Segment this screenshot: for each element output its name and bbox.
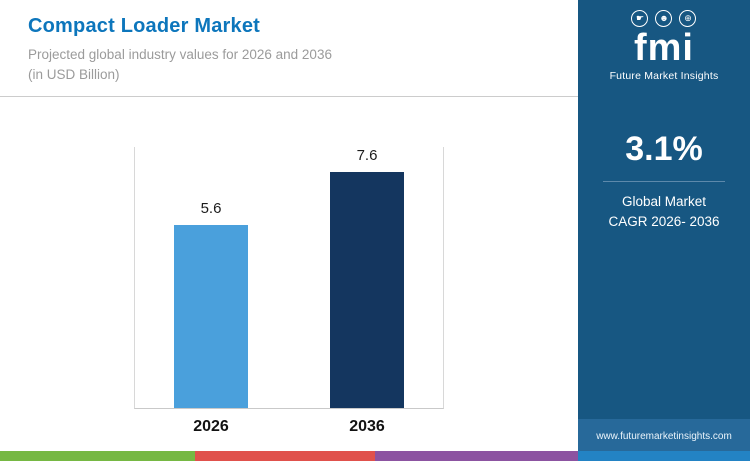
bar-2026: [174, 225, 248, 409]
globe-icon: ⊕: [679, 10, 697, 27]
x-axis-label-2026: 2026: [193, 418, 229, 436]
subtitle-line-1: Projected global industry values for 202…: [28, 47, 332, 62]
cagr-label: Global Market CAGR 2026- 2036: [603, 192, 725, 233]
footer-strip-segment-0: [0, 451, 195, 461]
sidebar: ☛ ☻ ⊕ fmi Future Market Insights 3.1% Gl…: [578, 0, 750, 451]
person-icon: ☻: [655, 10, 673, 27]
footer-strip-segment-3: [577, 451, 750, 461]
cagr-value: 3.1%: [625, 130, 703, 168]
page-title: Compact Loader Market: [28, 15, 261, 37]
footer-color-strip: [0, 451, 750, 461]
stat-divider: [603, 181, 725, 182]
subtitle-line-2: (in USD Billion): [28, 66, 120, 82]
cagr-stat-block: 3.1% Global Market CAGR 2026- 2036: [603, 130, 725, 233]
chart-panel: Compact Loader Market Projected global i…: [0, 0, 578, 451]
chart-subtitle: Projected global industry values for 202…: [28, 45, 568, 84]
hand-coin-icon: ☛: [631, 10, 649, 27]
bar-value-label: 5.6: [200, 200, 222, 218]
cagr-label-line-2: CAGR 2026- 2036: [608, 214, 720, 230]
website-band: www.futuremarketinsights.com: [578, 419, 750, 451]
fmi-logo: ☛ ☻ ⊕ fmi Future Market Insights: [610, 10, 719, 82]
website-link[interactable]: www.futuremarketinsights.com: [596, 431, 732, 442]
chart-area: 5.6 2026 7.6 2036: [0, 97, 578, 451]
chart-header: Compact Loader Market Projected global i…: [0, 0, 578, 98]
x-axis-label-2036: 2036: [349, 418, 385, 436]
bar-group-2036: 7.6 2036: [330, 147, 404, 435]
logo-subtext: Future Market Insights: [609, 70, 719, 82]
page: Compact Loader Market Projected global i…: [0, 0, 750, 451]
bar-group-2026: 5.6 2026: [174, 147, 248, 435]
logo-text: fmi: [633, 27, 694, 69]
bar-2036: [330, 172, 404, 409]
logo-icons-row: ☛ ☻ ⊕: [610, 10, 719, 27]
footer-strip-segment-1: [195, 451, 375, 461]
footer-strip-segment-2: [375, 451, 578, 461]
bar-value-label: 7.6: [356, 147, 378, 165]
cagr-label-line-1: Global Market: [621, 194, 707, 209]
bar-plot: 5.6 2026 7.6 2036: [134, 147, 444, 435]
